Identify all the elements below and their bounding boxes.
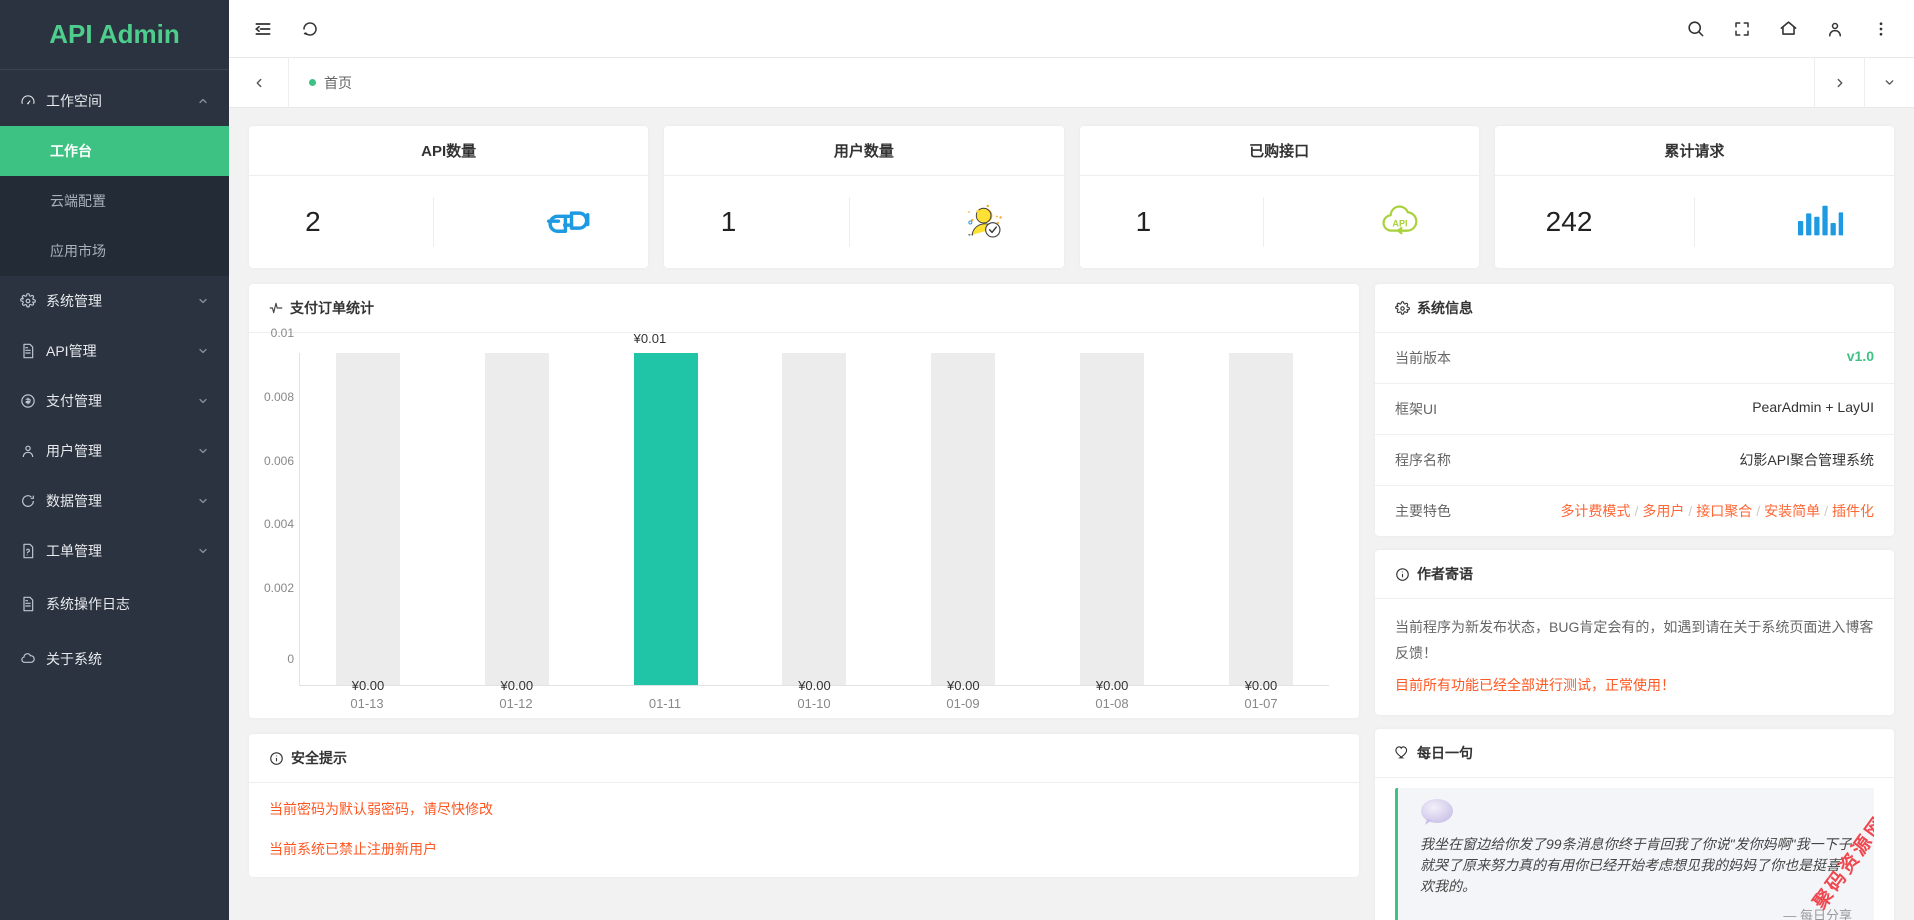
- svg-text:API: API: [1392, 218, 1407, 228]
